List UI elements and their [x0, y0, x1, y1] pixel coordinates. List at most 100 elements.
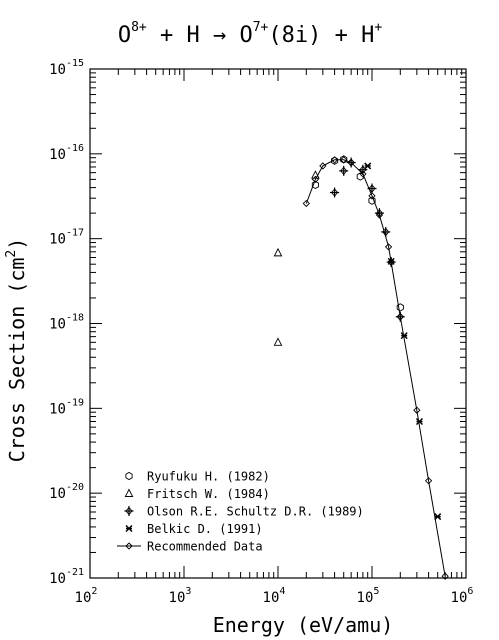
title-charge-plus: + — [374, 20, 382, 35]
x-tick-label-exp: 2 — [91, 586, 97, 597]
data-point-hexagon-open-shape — [331, 156, 339, 165]
y-tick-label-base: 10 — [49, 571, 66, 587]
x-axis-label: Energy (eV/amu) — [213, 613, 394, 637]
data-point-hexagon-open — [368, 196, 376, 205]
data-point-star-x — [400, 332, 408, 340]
data-point-diamond-line — [368, 192, 376, 200]
data-point-diamond-line — [330, 156, 339, 164]
x-tick-label-base: 10 — [75, 590, 92, 606]
chart-title: O8+ + H → O7+(8i) + H+ — [118, 20, 383, 48]
data-point-hexagon-open-shape — [311, 180, 319, 190]
x-tick-label-base: 10 — [451, 590, 468, 606]
y-tick-label: 10-15 — [49, 58, 84, 78]
x-tick-label: 105 — [357, 586, 380, 606]
data-point-triangle-open-shape — [273, 337, 283, 346]
legend-marker — [125, 542, 133, 550]
data-point-diamond-line-shape — [359, 170, 367, 178]
y-tick-label-base: 10 — [49, 232, 66, 248]
data-point-diamond-line — [319, 162, 327, 170]
data-point-diamond-line — [384, 243, 393, 251]
data-point-diamond-plus — [339, 165, 349, 176]
y-tick-label-base: 10 — [49, 486, 66, 502]
data-point-diamond-line — [424, 477, 433, 485]
x-tick-label-base: 10 — [169, 590, 186, 606]
data-point-diamond-line-shape — [413, 406, 421, 414]
data-point-diamond-plus — [381, 226, 391, 237]
y-tick-label: 10-16 — [49, 143, 84, 163]
y-tick-label: 10-20 — [49, 482, 84, 502]
x-tick-label: 104 — [263, 586, 286, 606]
data-point-hexagon-open-shape — [356, 172, 364, 181]
data-point-hexagon-open-shape — [368, 196, 376, 205]
x-tick-label-base: 10 — [357, 590, 374, 606]
data-point-diamond-plus — [330, 187, 340, 198]
y-tick-label: 10-18 — [49, 313, 84, 333]
y-axis-label: Cross Section (cm2) — [4, 238, 29, 463]
data-point-diamond-line-shape — [340, 156, 348, 164]
data-markers — [273, 155, 449, 580]
y-axis-label-sup: 2 — [4, 250, 19, 258]
data-point-diamond-line — [311, 175, 320, 184]
data-point-diamond-line-shape — [424, 477, 433, 485]
data-point-diamond-line — [413, 406, 421, 414]
data-point-triangle-open-shape — [311, 170, 320, 179]
data-point-diamond-line-shape — [441, 572, 449, 580]
data-point-diamond-line — [359, 170, 367, 178]
data-point-diamond-line — [302, 199, 310, 208]
title-charge-7plus: 7+ — [253, 20, 269, 35]
y-tick-label: 10-21 — [49, 567, 84, 587]
data-point-hexagon-open-shape — [396, 303, 404, 312]
minor-ticks — [89, 69, 466, 579]
x-tick-label: 102 — [75, 586, 98, 606]
data-point-star-x — [387, 257, 395, 265]
x-tick-label-base: 10 — [263, 590, 280, 606]
y-axis-label-main: Cross Section (cm — [5, 258, 29, 463]
legend-label: Belkic D. (1991) — [147, 522, 263, 536]
x-tick-labels: 102 103 104 105 106 — [75, 586, 474, 606]
legend-marker — [125, 471, 133, 481]
data-point-diamond-line-shape — [330, 156, 339, 164]
data-point-diamond-line — [347, 158, 355, 167]
y-tick-label-base: 10 — [49, 147, 66, 163]
y-tick-label-exp: -17 — [66, 228, 84, 239]
y-tick-label: 10-19 — [49, 397, 84, 417]
svg-text:O8+ + H → O7+(8i) + H+: O8+ + H → O7+(8i) + H+ — [118, 20, 383, 48]
data-point-diamond-plus — [374, 208, 384, 219]
legend-marker-shape — [125, 471, 133, 481]
data-point-triangle-open — [273, 247, 283, 257]
legend-marker — [125, 524, 133, 533]
data-point-star-x — [364, 162, 372, 170]
data-point-diamond-line — [441, 572, 449, 580]
title-o8: O — [118, 23, 131, 48]
x-tick-label-exp: 3 — [185, 586, 191, 597]
legend-marker — [124, 506, 134, 516]
title-tail: (8i) + H — [268, 23, 374, 48]
data-point-triangle-open-shape — [273, 247, 283, 257]
data-point-triangle-open — [311, 170, 320, 179]
y-tick-label-exp: -20 — [66, 482, 84, 493]
data-point-hexagon-open — [331, 156, 339, 165]
data-point-star-x — [415, 417, 424, 426]
plot-frame — [89, 68, 467, 579]
data-point-diamond-line-shape — [311, 175, 320, 184]
data-point-hexagon-open — [356, 172, 364, 181]
y-tick-label-exp: -15 — [66, 58, 84, 69]
x-tick-label-exp: 6 — [467, 586, 473, 597]
legend-label: Fritsch W. (1984) — [147, 487, 270, 501]
data-point-diamond-line-shape — [384, 243, 393, 251]
data-point-hexagon-open — [311, 180, 319, 190]
x-tick-label: 106 — [451, 586, 474, 606]
data-point-triangle-open — [273, 337, 283, 346]
x-tick-label: 103 — [169, 586, 192, 606]
legend-marker-shape — [125, 542, 133, 550]
title-middle: + H → O — [147, 23, 253, 48]
legend-label: Recommended Data — [147, 540, 263, 554]
legend: Ryufuku H. (1982) Fritsch W. (1984) Olson … — [117, 470, 364, 554]
data-point-diamond-line-shape — [396, 313, 404, 321]
x-tick-label-exp: 5 — [373, 586, 379, 597]
data-point-hexagon-open — [396, 303, 404, 312]
y-tick-label-exp: -16 — [66, 143, 84, 154]
y-axis-label-tail: ) — [5, 238, 29, 250]
